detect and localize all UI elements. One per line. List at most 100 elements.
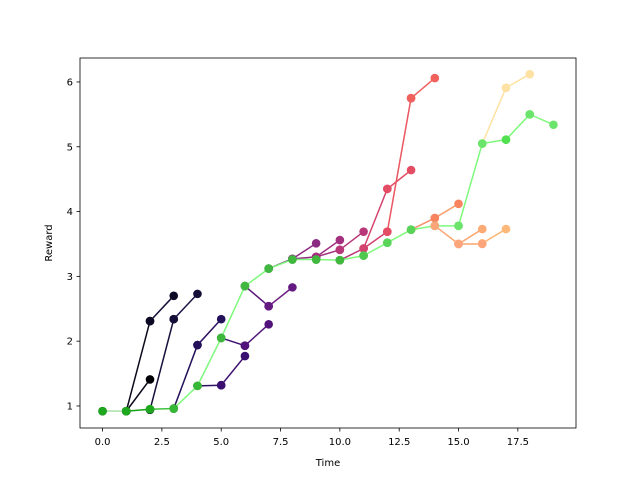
y-axis-ticks: 1 2 3 4 5 6 — [67, 77, 80, 412]
data-point-46-1 — [549, 120, 558, 130]
data-point-52-1 — [477, 239, 487, 249]
series-line-1 — [125, 320, 151, 412]
series-line-20 — [339, 247, 364, 261]
data-point-15-1 — [311, 239, 321, 248]
series-line-22 — [363, 231, 388, 250]
data-point-47-0 — [98, 406, 107, 416]
data-point-9-0 — [216, 380, 226, 390]
series-line-5 — [173, 293, 199, 320]
data-point-5-1 — [193, 289, 202, 299]
series-line-11 — [244, 323, 270, 347]
axes-frame — [79, 57, 577, 429]
data-point-30-1 — [525, 69, 535, 79]
series-line-2 — [125, 378, 151, 412]
series-line-51 — [434, 225, 459, 245]
series-line-31 — [481, 87, 507, 144]
data-point-50-0 — [169, 404, 179, 413]
data-point-22-0 — [359, 244, 368, 253]
data-point-45-0 — [501, 135, 511, 144]
data-point-27-0 — [430, 213, 440, 223]
data-point-52-0 — [454, 239, 463, 249]
data-point-34-0 — [240, 281, 250, 291]
series-line-40 — [386, 229, 412, 244]
data-point-51-0 — [430, 221, 440, 231]
x-axis-ticks: 0.0 2.5 5.0 7.5 10.0 12.5 15.0 17.5 — [95, 428, 529, 448]
series-line-46 — [529, 113, 554, 126]
data-point-38-0 — [335, 255, 345, 265]
x-axis-label: Time — [315, 458, 340, 469]
data-point-31-1 — [501, 83, 511, 93]
y-tick-label: 5 — [67, 142, 73, 153]
data-point-28-1 — [477, 224, 487, 234]
data-point-13-0 — [264, 301, 273, 311]
series-line-50 — [173, 385, 198, 410]
y-tick-label: 3 — [67, 272, 73, 283]
plot-area — [98, 69, 558, 416]
data-point-19-1 — [359, 227, 368, 236]
series-line-32 — [196, 337, 222, 387]
data-point-7-0 — [193, 340, 202, 350]
data-point-27-1 — [454, 199, 463, 209]
data-point-19-0 — [335, 245, 345, 255]
data-point-44-0 — [477, 139, 487, 148]
data-point-35-0 — [264, 264, 273, 273]
data-point-17-1 — [335, 235, 345, 245]
x-tick-label: 0.0 — [95, 437, 111, 448]
series-line-23 — [386, 169, 412, 190]
series-line-7 — [196, 318, 222, 346]
series-line-43 — [457, 143, 483, 227]
x-tick-label: 15.0 — [447, 437, 469, 448]
series-line-3 — [149, 295, 175, 322]
data-point-11-1 — [264, 320, 273, 329]
data-point-48-0 — [121, 406, 131, 416]
series-line-33 — [220, 285, 246, 339]
y-axis-label: Reward — [44, 224, 55, 261]
series-line-4 — [149, 318, 175, 411]
data-point-24-0 — [383, 227, 392, 236]
y-tick-label: 4 — [67, 207, 73, 218]
data-point-46-0 — [525, 110, 535, 119]
data-point-3-1 — [169, 291, 179, 301]
data-point-37-0 — [311, 255, 321, 264]
data-point-33-0 — [216, 333, 226, 343]
data-point-23-1 — [406, 165, 416, 175]
data-point-36-0 — [288, 255, 297, 264]
series-line-19 — [339, 231, 365, 251]
x-tick-label: 2.5 — [154, 437, 170, 448]
data-point-23-0 — [383, 184, 392, 194]
data-point-39-0 — [359, 251, 368, 260]
series-line-28 — [458, 228, 483, 245]
data-point-40-0 — [383, 238, 392, 247]
x-tick-label: 12.5 — [388, 437, 410, 448]
series-line-34 — [244, 267, 270, 287]
series-line-29 — [481, 228, 507, 244]
series-line-17 — [315, 239, 341, 258]
series-line-24 — [386, 98, 412, 232]
data-point-2-1 — [145, 375, 155, 384]
x-tick-label: 5.0 — [213, 437, 229, 448]
data-point-5-0 — [169, 314, 179, 324]
y-tick-label: 6 — [67, 77, 73, 88]
series-line-9 — [220, 355, 246, 386]
y-tick-label: 2 — [67, 337, 73, 348]
data-point-49-0 — [145, 404, 155, 414]
data-point-41-0 — [406, 225, 416, 235]
series-line-26 — [410, 217, 436, 231]
data-point-7-1 — [216, 314, 226, 324]
series-line-12 — [244, 285, 270, 307]
series-line-25 — [410, 77, 436, 99]
series-line-13 — [268, 286, 293, 307]
series-line-27 — [434, 203, 459, 219]
data-point-11-0 — [240, 341, 250, 351]
data-point-25-1 — [430, 73, 440, 83]
data-point-25-0 — [406, 93, 416, 103]
x-tick-label: 7.5 — [273, 437, 289, 448]
data-point-9-1 — [240, 351, 250, 361]
series-line-30 — [505, 73, 531, 89]
data-point-43-0 — [454, 221, 463, 231]
x-tick-label: 17.5 — [507, 437, 529, 448]
series-line-6 — [173, 344, 199, 409]
series-line-21 — [362, 188, 389, 249]
y-tick-label: 1 — [67, 401, 73, 412]
